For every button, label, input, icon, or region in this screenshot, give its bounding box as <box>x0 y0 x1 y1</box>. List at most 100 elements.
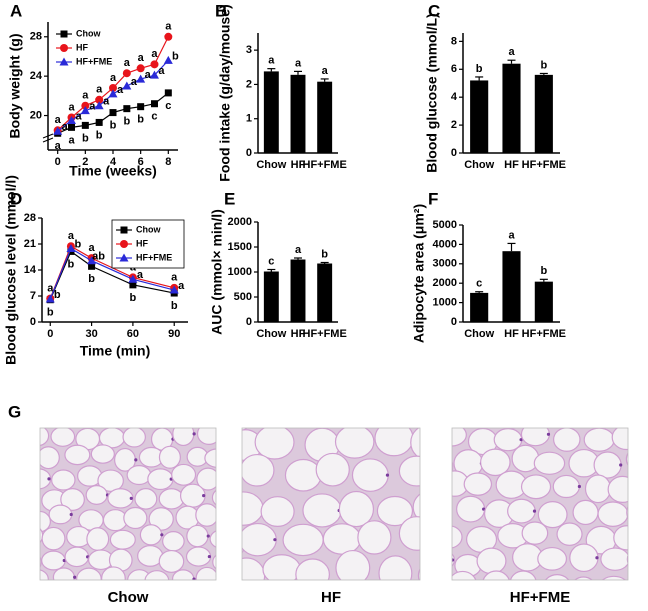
bar <box>317 81 333 153</box>
marker <box>119 253 129 262</box>
nucleus <box>47 477 51 481</box>
nucleus <box>432 469 435 472</box>
adipocyte <box>335 549 371 580</box>
adipocyte <box>171 569 195 580</box>
x-tick-label: 2 <box>82 156 88 168</box>
significance-letter: a <box>82 90 89 102</box>
y-tick-label: 0 <box>451 147 457 159</box>
y-tick-label: 4000 <box>433 238 457 250</box>
adipocyte <box>122 428 146 448</box>
nucleus <box>546 432 551 436</box>
adipocyte <box>452 570 477 580</box>
adipocyte <box>255 388 293 423</box>
image-frame <box>241 427 421 581</box>
adipocyte <box>374 428 414 457</box>
adipocyte <box>90 444 115 464</box>
significance-letter: c <box>151 111 157 123</box>
significance-letter: a <box>131 76 138 88</box>
x-axis-label: Time (weeks) <box>69 163 157 179</box>
adipocyte <box>509 570 537 580</box>
y-tick-label: 20 <box>30 109 42 121</box>
legend-label: Chow <box>136 224 161 234</box>
adipocyte <box>422 576 452 604</box>
adipocyte <box>172 404 194 427</box>
bar <box>534 281 553 322</box>
adipocyte <box>242 491 264 526</box>
marker <box>169 285 179 294</box>
adipocyte <box>40 569 49 580</box>
y-tick-label: 1500 <box>228 241 252 253</box>
significance-letter: c <box>476 278 482 290</box>
marker <box>88 262 96 270</box>
adipocyte <box>537 546 568 571</box>
significance-letter: a <box>110 72 117 84</box>
adipocyte <box>314 428 330 430</box>
image-frame <box>39 427 217 581</box>
adipocyte <box>574 576 593 580</box>
nucleus <box>192 577 196 580</box>
bar <box>263 71 279 153</box>
adipocyte <box>641 524 648 550</box>
adipocyte <box>7 572 32 592</box>
panel-label: B <box>215 1 227 20</box>
x-tick-label: HF <box>291 159 306 171</box>
marker <box>67 115 77 124</box>
histology-image <box>3 404 216 592</box>
adipocyte <box>41 550 66 571</box>
bar <box>534 74 553 153</box>
adipocyte <box>553 428 581 452</box>
marker <box>94 101 104 110</box>
marker <box>122 69 131 78</box>
x-axis-label: Time (min) <box>80 343 151 359</box>
y-tick-label: 1000 <box>228 266 252 278</box>
adipocyte <box>126 464 152 486</box>
nucleus <box>160 533 164 537</box>
nucleus <box>192 432 196 436</box>
adipocyte <box>107 488 134 509</box>
significance-letter: a <box>117 84 124 96</box>
adipocyte <box>463 472 493 496</box>
marker <box>136 64 145 73</box>
adipocyte <box>456 495 486 523</box>
adipocyte <box>572 499 599 526</box>
adipocyte <box>242 557 266 580</box>
significance-letter: ab <box>92 251 105 263</box>
adipocyte <box>48 504 73 525</box>
adipocyte <box>209 530 216 548</box>
significance-letter: b <box>47 307 54 319</box>
nucleus <box>535 581 538 584</box>
nucleus <box>619 463 623 467</box>
y-tick-label: 3 <box>246 44 252 56</box>
marker <box>66 243 76 252</box>
marker <box>95 95 104 104</box>
adipocyte <box>85 484 108 505</box>
significance-letter: b <box>540 59 547 71</box>
significance-letter: a <box>96 84 103 96</box>
adipocyte <box>51 469 76 491</box>
adipocyte <box>134 488 158 510</box>
adipocyte <box>132 428 143 429</box>
significance-letter: a <box>68 230 75 242</box>
significance-letter: a <box>151 48 158 60</box>
adipocyte <box>626 505 628 520</box>
marker <box>164 89 172 97</box>
image-frame <box>451 427 629 581</box>
adipocyte <box>158 445 181 469</box>
adipocyte <box>147 468 174 491</box>
significance-letter: a <box>68 134 75 146</box>
marker <box>81 121 89 129</box>
adipocyte <box>242 428 248 432</box>
adipocyte <box>520 474 552 500</box>
nucleus <box>206 534 210 538</box>
nucleus <box>28 580 31 583</box>
adipocyte <box>582 403 611 426</box>
adipocyte <box>144 570 170 580</box>
significance-letter: b <box>476 63 483 75</box>
y-tick-label: 500 <box>234 291 252 303</box>
adipocyte <box>601 575 627 580</box>
adipocyte <box>204 448 216 468</box>
adipocyte <box>412 493 420 522</box>
adipocyte <box>40 527 44 544</box>
adipocyte <box>3 504 25 525</box>
